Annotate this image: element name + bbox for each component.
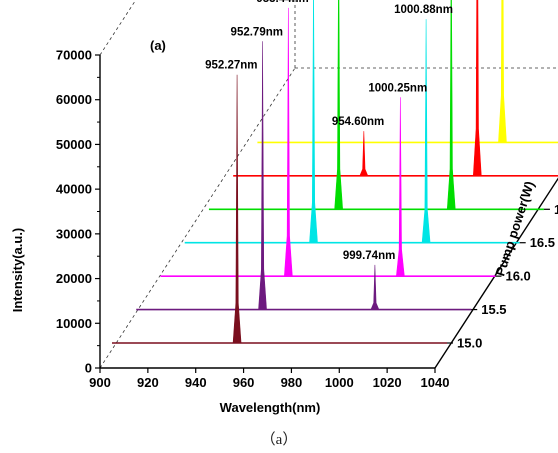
x-tick-label: 920 bbox=[137, 375, 159, 390]
y-tick-label: 60000 bbox=[56, 92, 92, 107]
y-tick-label: 30000 bbox=[56, 226, 92, 241]
spectral-peak bbox=[284, 7, 293, 277]
x-tick-label: 1040 bbox=[421, 375, 450, 390]
z-tick-label: 15.5 bbox=[481, 302, 506, 317]
peak-label: 999.74nm bbox=[343, 250, 395, 262]
label-layer: 1002.4nm954.60nm1002.02nm954.21nm1001.26… bbox=[205, 0, 453, 262]
y-tick-label: 10000 bbox=[56, 316, 92, 331]
z-axis-line bbox=[434, 177, 558, 369]
spectral-peak bbox=[334, 0, 343, 210]
spectral-peak bbox=[232, 74, 242, 344]
x-tick-label: 1000 bbox=[325, 375, 354, 390]
y-tick-label: 0 bbox=[85, 361, 92, 376]
x-tick-label: 900 bbox=[89, 375, 111, 390]
x-tick-label: 960 bbox=[233, 375, 255, 390]
spectral-peak bbox=[396, 97, 405, 277]
spectral-peak bbox=[309, 0, 318, 244]
series-17.0 bbox=[208, 0, 544, 211]
spectral-peak bbox=[359, 131, 369, 177]
y-tick-label: 40000 bbox=[56, 182, 92, 197]
panel-label: (a) bbox=[150, 38, 166, 53]
tick-layer: 900 920 940 960 980 1000 1020 1040 0 10000 20000 30… bbox=[56, 48, 558, 391]
x-axis-title: Wavelength(nm) bbox=[220, 400, 321, 415]
z-tick-label: 15.0 bbox=[457, 336, 482, 351]
y-tick-label: 50000 bbox=[56, 137, 92, 152]
spectral-peak bbox=[370, 264, 380, 310]
series-16.5 bbox=[184, 0, 520, 244]
y-tick-label: 20000 bbox=[56, 271, 92, 286]
y-axis-title: Intensity(a.u.) bbox=[10, 228, 25, 313]
spectral-peak bbox=[258, 41, 267, 310]
peak-label: 1000.25nm bbox=[368, 82, 427, 94]
peak-label: 953.44nm bbox=[256, 0, 308, 5]
z-tick-label: 16.5 bbox=[530, 235, 555, 250]
z-tick-label: 16.0 bbox=[505, 269, 530, 284]
figure-caption: （a） bbox=[260, 432, 298, 448]
series-15.0 bbox=[112, 74, 447, 344]
series-layer bbox=[112, 0, 558, 344]
peak-label: 954.60nm bbox=[332, 116, 384, 128]
y-tick-label: 70000 bbox=[56, 48, 92, 63]
x-tick-label: 980 bbox=[281, 375, 303, 390]
spectral-peak bbox=[472, 0, 482, 177]
z-tick-label: 17.0 bbox=[554, 202, 558, 217]
series-15.5 bbox=[136, 41, 472, 311]
spectral-peak bbox=[421, 19, 431, 244]
x-tick-label: 1020 bbox=[373, 375, 402, 390]
box-edge-floor-left bbox=[99, 67, 296, 369]
series-18.0 bbox=[257, 0, 558, 144]
series-16.0 bbox=[160, 7, 496, 277]
spectral-peak bbox=[446, 0, 456, 210]
x-tick-label: 940 bbox=[185, 375, 207, 390]
z-axis-title: Pump power(W) bbox=[492, 179, 537, 278]
peak-label: 952.79nm bbox=[231, 26, 283, 38]
spectral-peak bbox=[498, 0, 507, 143]
peak-label: 1000.88nm bbox=[394, 4, 453, 16]
peak-label: 952.27nm bbox=[205, 60, 257, 72]
